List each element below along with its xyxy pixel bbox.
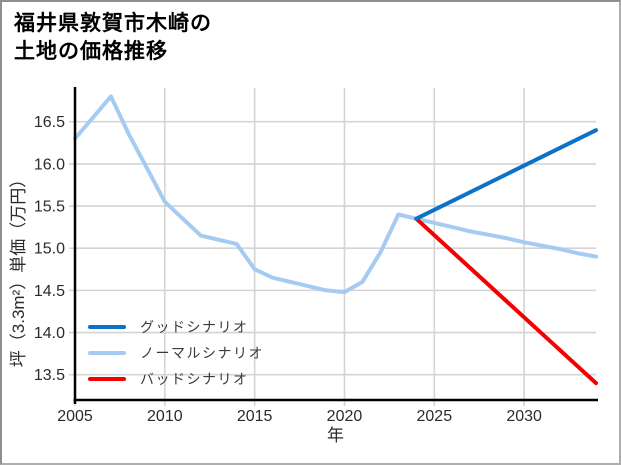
bad-scenario-line-swatch (88, 377, 126, 381)
x-tick-label: 2005 (57, 408, 93, 425)
chart-title-line1: 福井県敦賀市木崎の (14, 12, 212, 35)
legend-item-bad-scenario: バッドシナリオ (88, 366, 264, 392)
x-axis-title: 年 (327, 426, 344, 445)
x-tick-label: 2020 (327, 408, 363, 425)
normal-scenario-line-swatch (88, 351, 126, 355)
y-axis-title: 坪（3.3m²）単価（万円） (9, 171, 28, 367)
y-tick-label: 14.5 (34, 283, 65, 300)
x-tick-label: 2015 (237, 408, 273, 425)
legend-item-normal-scenario: ノーマルシナリオ (88, 340, 264, 366)
x-tick-label: 2010 (147, 408, 183, 425)
legend-label: バッドシナリオ (140, 371, 249, 387)
x-tick-label: 2025 (417, 408, 453, 425)
series-line-ノーマルシナリオ (73, 94, 598, 295)
good-scenario-line-swatch (88, 325, 126, 329)
x-tick-label: 2030 (506, 408, 542, 425)
series-line-グッドシナリオ (414, 128, 598, 221)
legend-label: ノーマルシナリオ (140, 345, 264, 361)
y-tick-label: 15.5 (34, 199, 65, 216)
y-tick-label: 14.0 (34, 325, 65, 342)
legend-label: グッドシナリオ (140, 319, 249, 335)
y-tick-label: 16.5 (34, 114, 65, 131)
y-tick-label: 13.5 (34, 367, 65, 384)
chart-legend: グッドシナリオ ノーマルシナリオ バッドシナリオ (88, 314, 264, 392)
y-tick-label: 15.0 (34, 241, 65, 258)
legend-item-good-scenario: グッドシナリオ (88, 314, 264, 340)
chart-title: 福井県敦賀市木崎の 土地の価格推移 (14, 10, 212, 66)
series-line-バッドシナリオ (414, 216, 598, 386)
chart-title-line2: 土地の価格推移 (14, 40, 168, 63)
y-tick-label: 16.0 (34, 156, 65, 173)
